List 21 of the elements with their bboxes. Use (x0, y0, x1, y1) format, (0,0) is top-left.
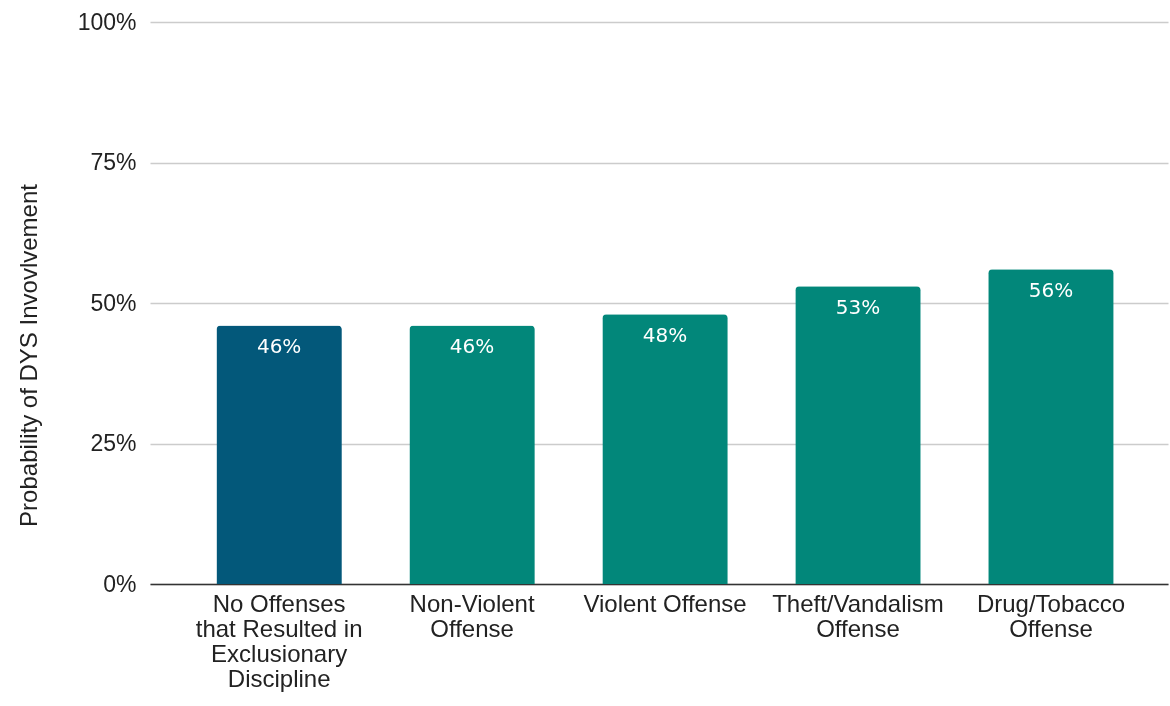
y-tick-label: 0% (103, 570, 137, 597)
data-label: 46% (449, 334, 495, 359)
y-tick-label: 50% (90, 289, 137, 316)
bar (988, 269, 1114, 584)
x-tick-label: No Offenses that Resulted in Exclusionary Discipline (195, 589, 363, 692)
data-label: 46% (256, 334, 302, 359)
data-label: 53% (835, 295, 881, 320)
bar (602, 314, 728, 584)
bar (795, 286, 921, 584)
bar (216, 325, 342, 584)
data-label: 48% (642, 323, 688, 348)
x-tick-label: Non-Violent Offense (409, 589, 535, 642)
x-tick-label: Theft/Vandalism Offense (772, 589, 944, 642)
bar (409, 325, 535, 584)
x-tick-label: Violent Offense (583, 589, 747, 617)
y-axis-title: Probability of DYS Invovlvement (14, 183, 42, 527)
data-label: 56% (1028, 278, 1074, 303)
x-tick-label: Drug/Tobacco Offense (976, 589, 1125, 642)
y-tick-label: 25% (90, 430, 137, 456)
y-tick-label: 100% (77, 8, 137, 35)
y-tick-label: 75% (90, 149, 137, 175)
